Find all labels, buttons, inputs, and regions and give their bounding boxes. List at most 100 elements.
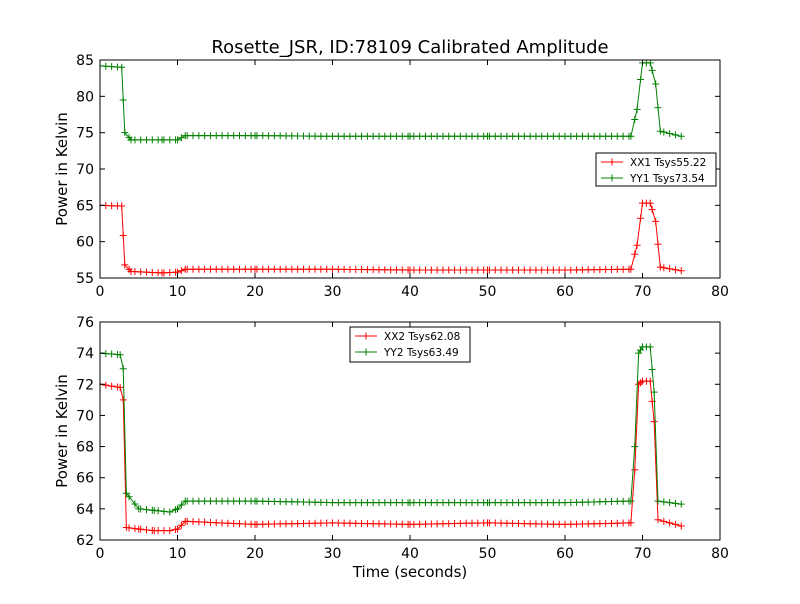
data-point-marker: [166, 508, 174, 516]
legend-entry-label: YY2 Tsys63.49: [383, 347, 459, 359]
data-point-marker: [660, 264, 668, 272]
data-point-marker: [666, 519, 674, 527]
legend: XX2 Tsys62.08 YY2 Tsys63.49: [349, 326, 471, 363]
y-tick-label: 85: [76, 53, 94, 69]
legend-marker: [608, 158, 616, 166]
data-point-marker: [671, 520, 679, 528]
data-point-marker: [652, 217, 660, 225]
x-tick-label: 0: [96, 284, 105, 300]
data-point-marker: [121, 261, 129, 269]
series-line-2: [100, 346, 682, 513]
data-point-marker: [160, 507, 168, 515]
x-tick-label: 30: [324, 284, 342, 300]
data-point-marker: [656, 127, 664, 135]
data-point-marker: [174, 136, 181, 144]
data-point-marker: [174, 505, 181, 513]
data-point-marker: [137, 505, 145, 513]
series-markers-1: [100, 199, 685, 277]
legend-box: [349, 326, 471, 363]
chart-title: Rosette_JSR, ID:78109 Calibrated Amplitu…: [211, 37, 608, 58]
data-point-marker: [648, 365, 656, 373]
data-point-marker: [119, 96, 127, 104]
legend-entry-label: XX2 Tsys62.08: [384, 331, 460, 343]
data-point-marker: [177, 521, 185, 529]
data-point-marker: [646, 377, 654, 385]
data-point-marker: [637, 346, 645, 354]
data-point-marker: [137, 525, 145, 533]
data-point-marker: [177, 134, 185, 142]
series-line-1: [100, 202, 682, 274]
data-point-marker: [677, 132, 685, 140]
data-point-marker: [660, 517, 668, 525]
data-point-marker: [646, 199, 654, 207]
data-point-marker: [116, 351, 124, 359]
x-tick-label: 40: [401, 546, 419, 562]
legend-marker: [362, 332, 370, 340]
x-tick-label: 20: [246, 546, 264, 562]
x-tick-label: 70: [634, 284, 652, 300]
data-point-marker: [108, 382, 116, 390]
series-markers-2: [100, 60, 685, 144]
plot-area: [100, 343, 685, 535]
data-point-marker: [677, 522, 685, 530]
x-tick-label: 60: [556, 284, 574, 300]
x-tick-label: 50: [479, 546, 497, 562]
y-tick-label: 62: [76, 533, 94, 549]
y-axis-label: Power in Kelvin: [53, 374, 71, 488]
data-point-marker: [677, 500, 685, 508]
data-point-marker: [635, 349, 643, 357]
data-point-marker: [671, 131, 679, 139]
series-markers-1: [100, 377, 685, 535]
data-point-marker: [654, 497, 662, 505]
y-tick-label: 75: [76, 126, 94, 142]
data-point-marker: [631, 466, 639, 474]
y-tick-label: 74: [76, 346, 94, 362]
data-point-marker: [637, 76, 645, 84]
y-tick-label: 55: [76, 271, 94, 287]
x-axis-label: Time (seconds): [352, 563, 468, 581]
y-tick-label: 68: [76, 440, 94, 456]
data-point-marker: [656, 263, 664, 271]
x-tick-label: 70: [634, 546, 652, 562]
x-tick-label: 10: [169, 284, 187, 300]
chart-panel-1: Rosette_JSR, ID:78109 Calibrated Amplitu…: [53, 37, 729, 300]
data-point-marker: [646, 343, 654, 351]
data-point-marker: [677, 267, 685, 275]
data-point-marker: [671, 499, 679, 507]
x-tick-label: 50: [479, 284, 497, 300]
data-point-marker: [650, 388, 658, 396]
legend-box: [595, 152, 717, 187]
data-point-marker: [174, 525, 181, 533]
data-point-marker: [143, 526, 150, 534]
data-point-marker: [660, 498, 668, 506]
chart-panel-2: 0 10 20 30 40 50 60 70 80 62 64 66 68 70 72 74 76 Power i…: [53, 315, 729, 581]
data-point-marker: [660, 128, 668, 136]
y-axis-label: Power in Kelvin: [53, 112, 71, 226]
data-point-marker: [646, 60, 654, 67]
data-point-marker: [654, 516, 662, 524]
legend-entry-label: XX1 Tsys55.22: [630, 157, 706, 169]
data-point-marker: [631, 115, 639, 123]
data-point-marker: [118, 202, 126, 210]
data-point-marker: [648, 206, 656, 214]
data-point-marker: [119, 231, 127, 239]
data-point-marker: [671, 266, 679, 274]
y-tick-label: 64: [76, 502, 94, 518]
x-tick-label: 80: [711, 284, 729, 300]
x-tick-label: 0: [96, 546, 105, 562]
x-tick-label: 80: [711, 546, 729, 562]
y-tick-label: 72: [76, 377, 94, 393]
series-markers-2: [100, 343, 685, 516]
y-tick-label: 65: [76, 198, 94, 214]
legend-entry-label: YY1 Tsys73.54: [629, 173, 705, 185]
x-tick-label: 10: [169, 546, 187, 562]
data-point-marker: [654, 104, 662, 112]
data-point-marker: [627, 132, 635, 140]
data-point-marker: [131, 500, 139, 508]
x-tick-label: 40: [401, 284, 419, 300]
data-point-marker: [654, 240, 662, 248]
y-tick-label: 70: [76, 162, 94, 178]
data-point-marker: [166, 527, 174, 535]
data-point-marker: [119, 396, 127, 404]
